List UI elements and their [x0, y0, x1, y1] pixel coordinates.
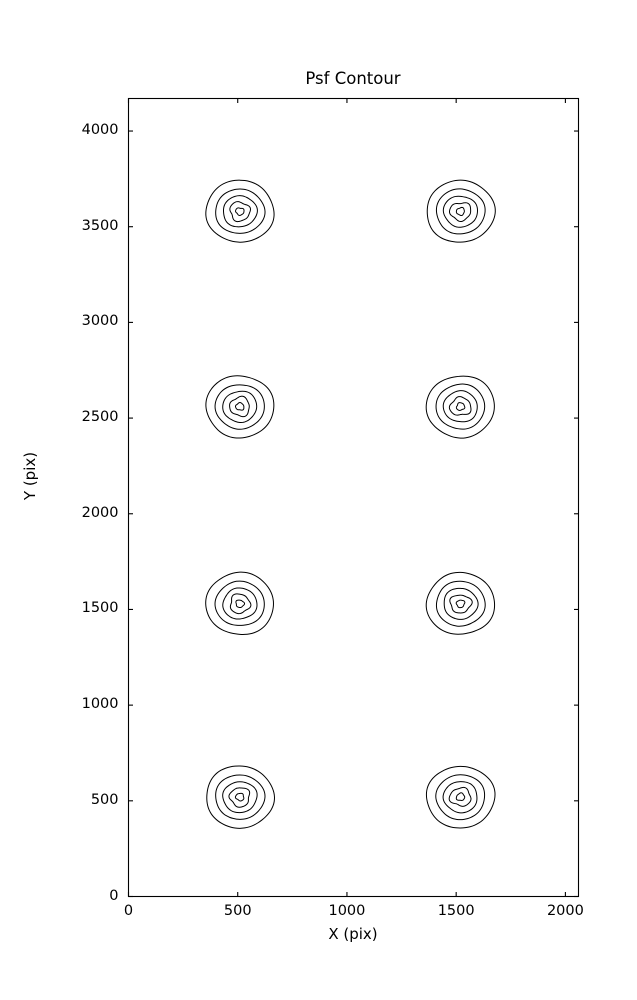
- psf-contour-group: [426, 179, 496, 243]
- y-tick-label: 2000: [81, 504, 119, 521]
- x-tick-label: 500: [223, 902, 252, 919]
- contour-level: [435, 188, 486, 235]
- contour-level: [455, 206, 465, 217]
- contour-level: [442, 781, 478, 814]
- psf-contour-group: [425, 571, 496, 635]
- contour-level: [215, 188, 266, 234]
- contour-level: [234, 792, 245, 802]
- contour-level: [222, 195, 258, 228]
- y-tick-label: 1500: [81, 600, 119, 617]
- contour-level: [222, 781, 258, 814]
- y-tick-label: 1000: [81, 696, 119, 713]
- psf-contour-group: [205, 179, 275, 243]
- contour-level: [442, 390, 478, 423]
- contour-level: [449, 594, 473, 614]
- contour-level: [205, 179, 275, 243]
- contour-level: [435, 580, 486, 627]
- psf-contour-group: [425, 765, 496, 829]
- contour-level: [235, 599, 246, 609]
- psf-contour-group: [206, 765, 275, 829]
- contour-level: [425, 765, 496, 829]
- contour-level: [455, 402, 466, 411]
- contour-level: [214, 384, 265, 430]
- x-axis-label: X (pix): [328, 925, 378, 943]
- contour-level: [228, 787, 251, 808]
- y-tick-label: 0: [109, 887, 119, 904]
- contour-level: [448, 396, 472, 416]
- x-tick-label: 0: [123, 902, 134, 919]
- contour-level: [206, 765, 275, 829]
- y-tick-label: 3000: [81, 313, 119, 330]
- y-tick-label: 2500: [81, 409, 119, 426]
- contour-level: [455, 599, 466, 609]
- y-tick-label: 3500: [81, 217, 119, 234]
- contour-level: [443, 587, 479, 620]
- y-tick-label: 500: [90, 791, 119, 808]
- contour-level: [426, 179, 496, 243]
- psf-contour-group: [205, 571, 274, 635]
- x-tick-label: 1500: [437, 902, 475, 919]
- contour-level: [205, 375, 275, 439]
- psf-contour-group: [205, 375, 275, 439]
- contour-level: [235, 207, 245, 216]
- x-tick-label: 1000: [328, 902, 366, 919]
- contour-level: [435, 383, 486, 430]
- y-tick-label: 4000: [81, 122, 119, 139]
- contour-series: [205, 179, 496, 829]
- contour-level: [214, 580, 265, 626]
- contour-level: [234, 402, 245, 411]
- psf-contour-group: [425, 375, 495, 439]
- contour-level: [448, 202, 472, 223]
- contour-level: [229, 395, 250, 418]
- contour-level: [435, 774, 486, 821]
- axis-ticks: [127, 98, 579, 898]
- contour-level: [229, 201, 251, 223]
- contour-level: [205, 571, 274, 635]
- chart-title: Psf Contour: [305, 69, 401, 88]
- contour-level: [448, 786, 472, 807]
- contour-level: [222, 587, 258, 620]
- contour-level: [425, 375, 495, 439]
- contour-level: [455, 792, 466, 801]
- contour-level: [222, 390, 258, 424]
- contour-level: [229, 593, 252, 615]
- y-axis-label: Y (pix): [21, 451, 39, 501]
- contour-level: [215, 774, 266, 820]
- axes-frame: [127, 97, 580, 898]
- contour-level: [442, 195, 479, 228]
- x-tick-label: 2000: [546, 902, 584, 919]
- contour-level: [425, 571, 496, 635]
